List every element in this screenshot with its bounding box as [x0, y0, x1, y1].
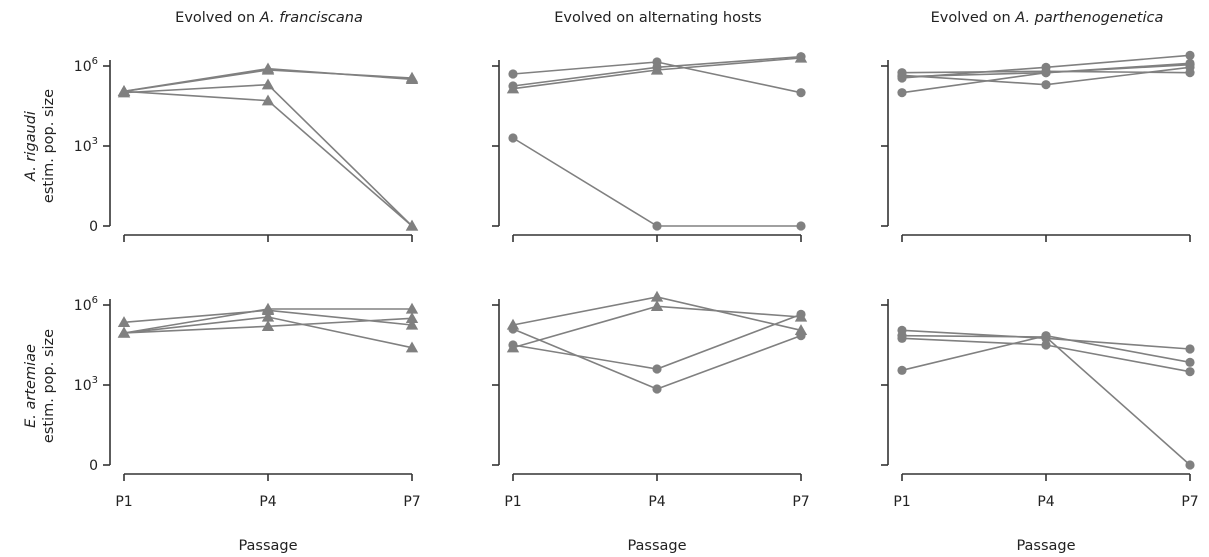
data-point-circle [508, 133, 518, 143]
data-point-circle [897, 331, 907, 341]
panel-2 [492, 51, 808, 242]
panel-3 [881, 50, 1195, 242]
data-point-circle [796, 221, 806, 231]
x-tick-label: P4 [648, 494, 665, 510]
data-point-triangle [261, 94, 275, 106]
y-tick-label: 106 [74, 56, 98, 75]
data-point-circle [1185, 344, 1195, 354]
panel-1: 0 103 106 [74, 56, 419, 242]
data-point-circle [796, 309, 806, 319]
data-point-triangle [261, 320, 275, 331]
data-point-triangle [261, 302, 275, 314]
data-point-triangle [405, 302, 419, 314]
data-point-triangle [650, 63, 664, 75]
data-point-circle [1041, 80, 1051, 90]
data-point-circle [1185, 357, 1195, 367]
data-point-triangle [261, 78, 275, 90]
column-title-2: Evolved on alternating hosts [554, 10, 762, 26]
data-point-triangle [405, 219, 419, 231]
x-axis-title-3: Passage [1016, 538, 1075, 554]
row-label-1-species: A. rigaudi [23, 111, 39, 182]
data-point-triangle [117, 85, 131, 96]
data-point-triangle [405, 318, 419, 330]
data-point-circle [1185, 62, 1195, 72]
data-point-circle [652, 364, 662, 374]
row-label-1-measure: estim. pop. size [41, 89, 57, 203]
data-point-triangle [405, 341, 419, 353]
data-point-triangle [506, 82, 520, 94]
x-tick-label: P7 [1181, 494, 1198, 510]
data-point-circle [1041, 68, 1051, 78]
data-point-circle [897, 88, 907, 98]
y-tick-label: 0 [89, 219, 98, 235]
data-point-circle [796, 88, 806, 98]
data-point-triangle [117, 316, 131, 327]
data-point-circle [1041, 331, 1051, 341]
panel-5: P1 P4 P7 [492, 290, 810, 510]
data-point-triangle [405, 312, 419, 323]
data-point-triangle [261, 62, 275, 74]
data-point-triangle [405, 73, 419, 84]
series-line [512, 313, 802, 370]
data-point-circle [508, 324, 518, 334]
x-tick-label: P7 [403, 494, 420, 510]
series-line [512, 328, 802, 390]
data-point-triangle [117, 326, 131, 338]
x-tick-label: P1 [115, 494, 132, 510]
data-point-circle [1185, 460, 1195, 470]
x-tick-label: P1 [504, 494, 521, 510]
y-tick-label: 103 [74, 375, 98, 394]
data-point-circle [796, 331, 806, 341]
data-point-circle [1041, 340, 1051, 350]
data-point-circle [897, 365, 907, 375]
data-point-circle [508, 69, 518, 79]
x-tick-label: P4 [259, 494, 276, 510]
y-tick-label: 0 [89, 458, 98, 474]
y-tick-label: 106 [74, 295, 98, 314]
data-point-circle [897, 70, 907, 80]
column-title-1: Evolved on A. franciscana [175, 10, 363, 26]
data-point-circle [652, 384, 662, 394]
panels-group: 0 103 106 0 103 106 P1 P4 P7 P1 P4 P7 P1 P4 P7 [74, 50, 1199, 510]
panel-6: P1 P4 P7 [881, 299, 1199, 510]
row-label-2-measure: estim. pop. size [41, 329, 57, 443]
x-tick-label: P7 [792, 494, 809, 510]
x-tick-label: P4 [1037, 494, 1054, 510]
series-line [123, 90, 413, 227]
series-line [512, 305, 802, 349]
x-tick-label: P1 [893, 494, 910, 510]
data-point-triangle [261, 310, 275, 322]
column-title-3: Evolved on A. parthenogenetica [931, 10, 1164, 26]
data-point-circle [652, 221, 662, 231]
y-tick-label: 103 [74, 136, 98, 155]
series-line [123, 83, 413, 227]
panel-4: 0 103 106 P1 P4 P7 [74, 295, 421, 510]
data-point-triangle [650, 300, 664, 311]
data-point-circle [1185, 367, 1195, 377]
data-point-circle [1185, 50, 1195, 60]
series-line [512, 137, 801, 227]
data-point-triangle [794, 51, 808, 63]
data-point-triangle [650, 290, 664, 302]
row-label-2-species: E. artemiae [23, 344, 39, 428]
data-point-circle [508, 340, 518, 350]
x-axis-title-1: Passage [238, 538, 297, 554]
x-axis-title-2: Passage [627, 538, 686, 554]
